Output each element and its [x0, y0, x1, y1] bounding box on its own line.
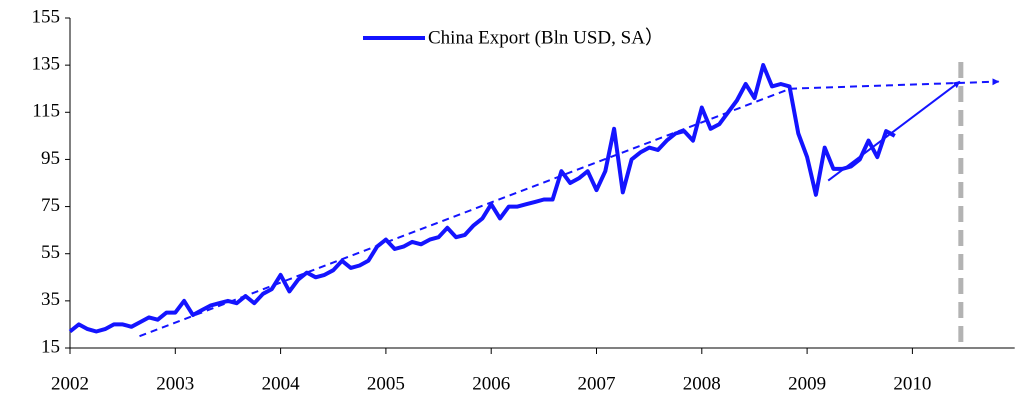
x-tick-label: 2003 [156, 373, 194, 394]
y-tick-label: 75 [41, 195, 60, 216]
x-tick-label: 2008 [683, 373, 721, 394]
y-tick-label: 55 [41, 242, 60, 263]
y-tick-label: 15 [41, 336, 60, 357]
x-tick-label: 2002 [51, 373, 89, 394]
x-tick-label: 2007 [578, 373, 616, 394]
x-tick-label: 2005 [367, 373, 405, 394]
y-tick-label: 115 [32, 101, 60, 122]
x-tick-label: 2010 [893, 373, 931, 394]
trend-line [139, 78, 1000, 338]
y-tick-label: 155 [32, 6, 61, 27]
trend-line [827, 80, 961, 182]
y-tick-label: 35 [41, 289, 60, 310]
x-tick-label: 2009 [788, 373, 826, 394]
x-tick-label: 2006 [472, 373, 510, 394]
x-tick-label: 2004 [262, 373, 301, 394]
y-tick-label: 95 [41, 148, 60, 169]
y-tick-label: 135 [32, 54, 61, 75]
series-line [68, 63, 896, 334]
legend-label: China Export (Bln USD, SA） [428, 26, 664, 48]
